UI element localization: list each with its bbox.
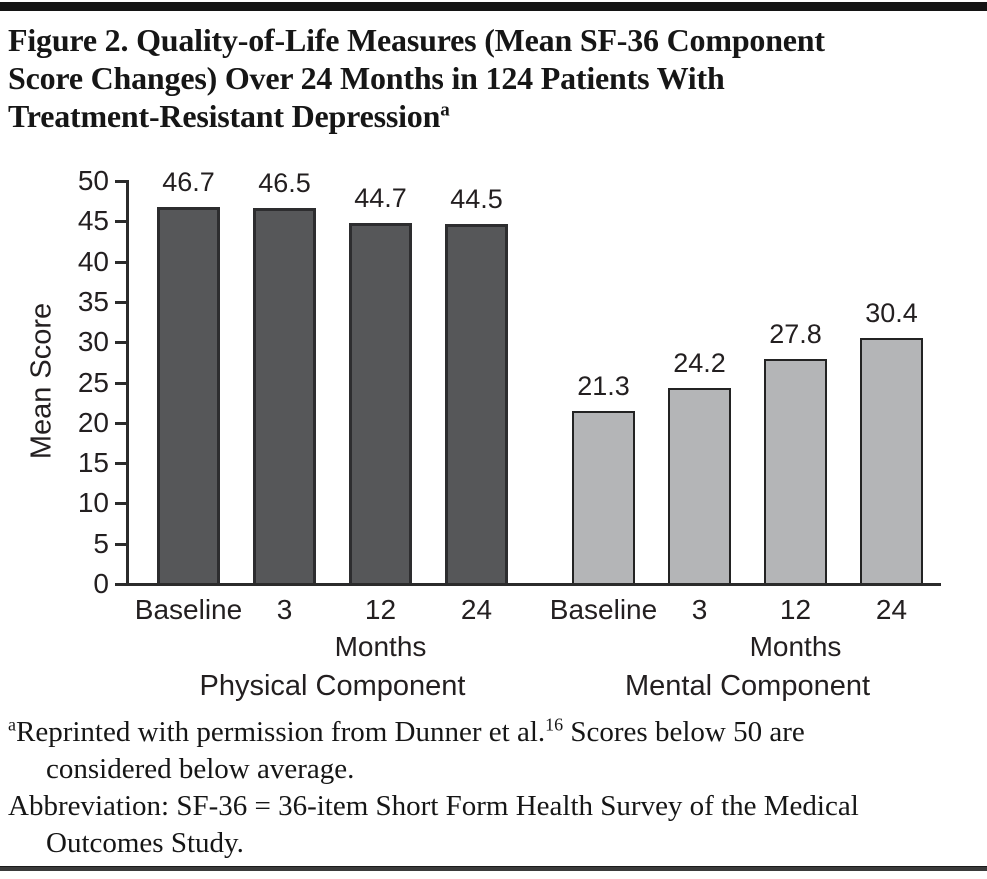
footnote-a-line-2: considered below average. [46, 753, 355, 785]
figure-title-footnote-marker: a [440, 99, 450, 121]
footnote-a-text: Reprinted with permission from Dunner et… [16, 716, 546, 748]
x-axis-unit-label: Months [334, 631, 427, 662]
y-tick-mark [115, 220, 126, 224]
figure-title: Figure 2. Quality-of-Life Measures (Mean… [8, 21, 968, 135]
figure-title-line-3: Treatment-Resistant Depressiona [8, 97, 968, 135]
bar-value-label: 24.2 [673, 347, 726, 378]
y-axis-line [126, 180, 129, 586]
y-tick-label: 0 [93, 568, 109, 599]
y-axis-title: Mean Score [25, 302, 58, 460]
bar-value-label: 21.3 [577, 371, 630, 402]
x-tick-label: 3 [276, 594, 293, 625]
y-tick-mark [115, 260, 126, 264]
x-axis-line [126, 583, 941, 586]
x-axis-unit-label: Months [749, 631, 842, 662]
y-tick-mark [115, 462, 126, 466]
footnote-a-tail: Scores below 50 are [563, 716, 805, 748]
y-tick-label: 45 [77, 205, 109, 237]
x-tick-label: Baseline [549, 594, 658, 625]
bar-physical-component-3 [445, 224, 508, 586]
x-tick-label: 12 [364, 594, 397, 625]
x-tick-label: 3 [691, 594, 708, 625]
bar-physical-component-2 [349, 222, 412, 586]
y-tick-mark [115, 381, 126, 385]
bar-physical-component-1 [253, 208, 316, 586]
series-group-label: Physical Component [199, 670, 466, 702]
footnote-a-line-1: aReprinted with permission from Dunner e… [8, 714, 958, 751]
figure-title-line-2: Score Changes) Over 24 Months in 124 Pat… [8, 60, 725, 96]
y-tick-label: 50 [77, 165, 109, 196]
abbreviation-line-1: Abbreviation: SF-36 = 36-item Short Form… [8, 790, 859, 822]
y-tick-label: 35 [77, 285, 109, 317]
x-tick-label: 24 [460, 594, 493, 625]
y-tick-mark [115, 300, 126, 304]
bottom-rule-divider [0, 866, 987, 871]
x-tick-label: Baseline [134, 594, 243, 625]
y-tick-mark [115, 542, 126, 546]
x-tick-label: 24 [875, 594, 908, 625]
bar-mental-component-3 [860, 337, 923, 586]
x-tick-label: 12 [779, 594, 812, 625]
abbreviation-line-2: Outcomes Study. [46, 827, 244, 859]
y-tick-mark [115, 341, 126, 345]
figure-title-line-3-text: Treatment-Resistant Depression [8, 98, 441, 134]
y-tick-label: 25 [77, 366, 109, 398]
y-tick-mark [115, 583, 126, 586]
bar-value-label: 44.7 [354, 182, 407, 213]
y-tick-label: 20 [77, 406, 109, 438]
y-tick-label: 10 [77, 487, 109, 519]
y-tick-mark [115, 502, 126, 506]
bar-mental-component-1 [668, 387, 731, 586]
figure-title-line-1: Figure 2. Quality-of-Life Measures (Mean… [8, 22, 825, 58]
y-tick-label: 5 [93, 527, 109, 559]
figure-footnotes: aReprinted with permission from Dunner e… [8, 714, 958, 862]
footnote-a-reference: 16 [545, 714, 564, 735]
footnote-a-marker: a [8, 714, 16, 735]
y-tick-label: 40 [77, 245, 109, 277]
top-rule-divider [0, 2, 987, 11]
bar-value-label: 30.4 [865, 297, 918, 328]
bar-value-label: 46.7 [162, 166, 215, 197]
bar-value-label: 44.5 [450, 184, 503, 215]
bar-value-label: 27.8 [769, 318, 822, 349]
y-tick-mark [115, 421, 126, 425]
bar-physical-component-0 [157, 206, 220, 586]
y-tick-mark [115, 180, 126, 183]
y-tick-label: 30 [77, 326, 109, 358]
bar-mental-component-0 [572, 411, 635, 586]
bar-value-label: 46.5 [258, 168, 311, 199]
bar-mental-component-2 [764, 358, 827, 586]
series-group-label: Mental Component [624, 670, 871, 702]
y-tick-label: 15 [77, 447, 109, 479]
